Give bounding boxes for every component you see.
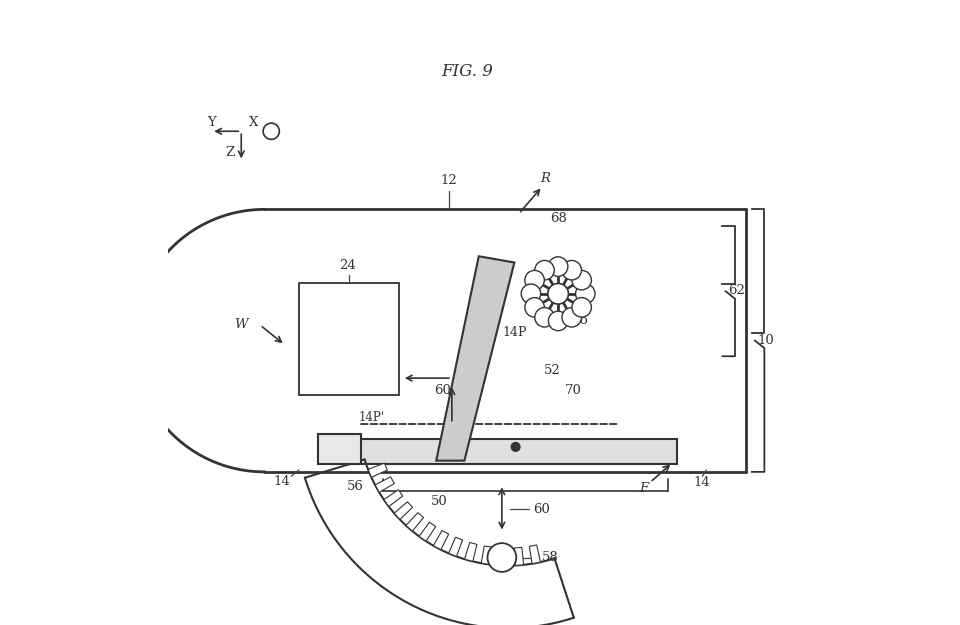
Text: 10: 10 (757, 334, 775, 347)
Circle shape (512, 442, 520, 451)
Circle shape (572, 271, 591, 290)
Polygon shape (368, 463, 387, 478)
Polygon shape (436, 256, 515, 461)
Text: 14P': 14P' (358, 411, 384, 424)
Polygon shape (498, 548, 507, 566)
Text: 24: 24 (339, 259, 356, 272)
Polygon shape (406, 512, 423, 531)
Text: Y: Y (206, 116, 216, 129)
Text: 14P: 14P (502, 326, 527, 339)
Text: Z: Z (226, 146, 234, 159)
Text: R: R (540, 172, 551, 184)
Polygon shape (375, 477, 395, 492)
Text: 14: 14 (274, 475, 290, 488)
Text: 68: 68 (550, 213, 566, 225)
Polygon shape (481, 546, 492, 564)
Text: 60: 60 (434, 384, 451, 397)
Circle shape (263, 123, 279, 139)
Text: F: F (639, 482, 648, 495)
Text: 52: 52 (543, 364, 561, 376)
Text: 70: 70 (565, 384, 582, 397)
Text: 50: 50 (431, 495, 447, 508)
Circle shape (488, 543, 516, 572)
Circle shape (521, 284, 540, 304)
Polygon shape (529, 545, 540, 564)
Text: FIG. 9: FIG. 9 (442, 63, 493, 81)
Text: W: W (234, 319, 248, 331)
Circle shape (548, 257, 568, 276)
Polygon shape (395, 502, 413, 519)
Polygon shape (420, 522, 436, 541)
Circle shape (535, 261, 554, 280)
Text: 66: 66 (571, 314, 588, 326)
Circle shape (576, 284, 595, 304)
Circle shape (562, 308, 582, 327)
Polygon shape (465, 542, 477, 561)
Circle shape (525, 271, 544, 290)
Polygon shape (384, 490, 403, 506)
Text: 62: 62 (728, 284, 745, 297)
Text: 14: 14 (693, 476, 710, 489)
Circle shape (548, 284, 568, 304)
Text: 12: 12 (441, 174, 457, 186)
Text: 58: 58 (541, 551, 559, 564)
Text: 60: 60 (533, 503, 550, 516)
Circle shape (525, 298, 544, 317)
Text: 56: 56 (347, 480, 364, 492)
Bar (318, 434, 361, 464)
Text: 64: 64 (525, 281, 541, 294)
Bar (340, 439, 677, 464)
Circle shape (572, 298, 591, 317)
Circle shape (548, 311, 568, 331)
Circle shape (562, 261, 582, 280)
Text: X: X (249, 116, 258, 129)
Polygon shape (515, 548, 523, 566)
Polygon shape (433, 531, 448, 550)
Polygon shape (448, 538, 463, 556)
Circle shape (535, 308, 554, 327)
Bar (299, 282, 398, 395)
